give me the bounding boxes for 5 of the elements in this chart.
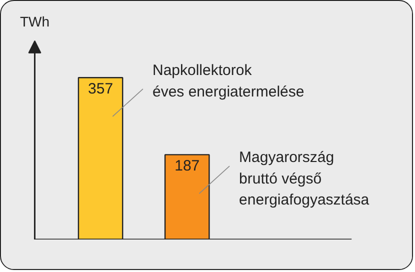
y-axis-title: TWh: [20, 14, 50, 30]
data-label: 187: [174, 158, 200, 175]
text: Magyarország bruttó végső energiafogyasztása: [239, 149, 370, 209]
data-label: 357: [88, 80, 114, 98]
annotation: Napkollektorok éves energiatermelése: [152, 62, 304, 100]
